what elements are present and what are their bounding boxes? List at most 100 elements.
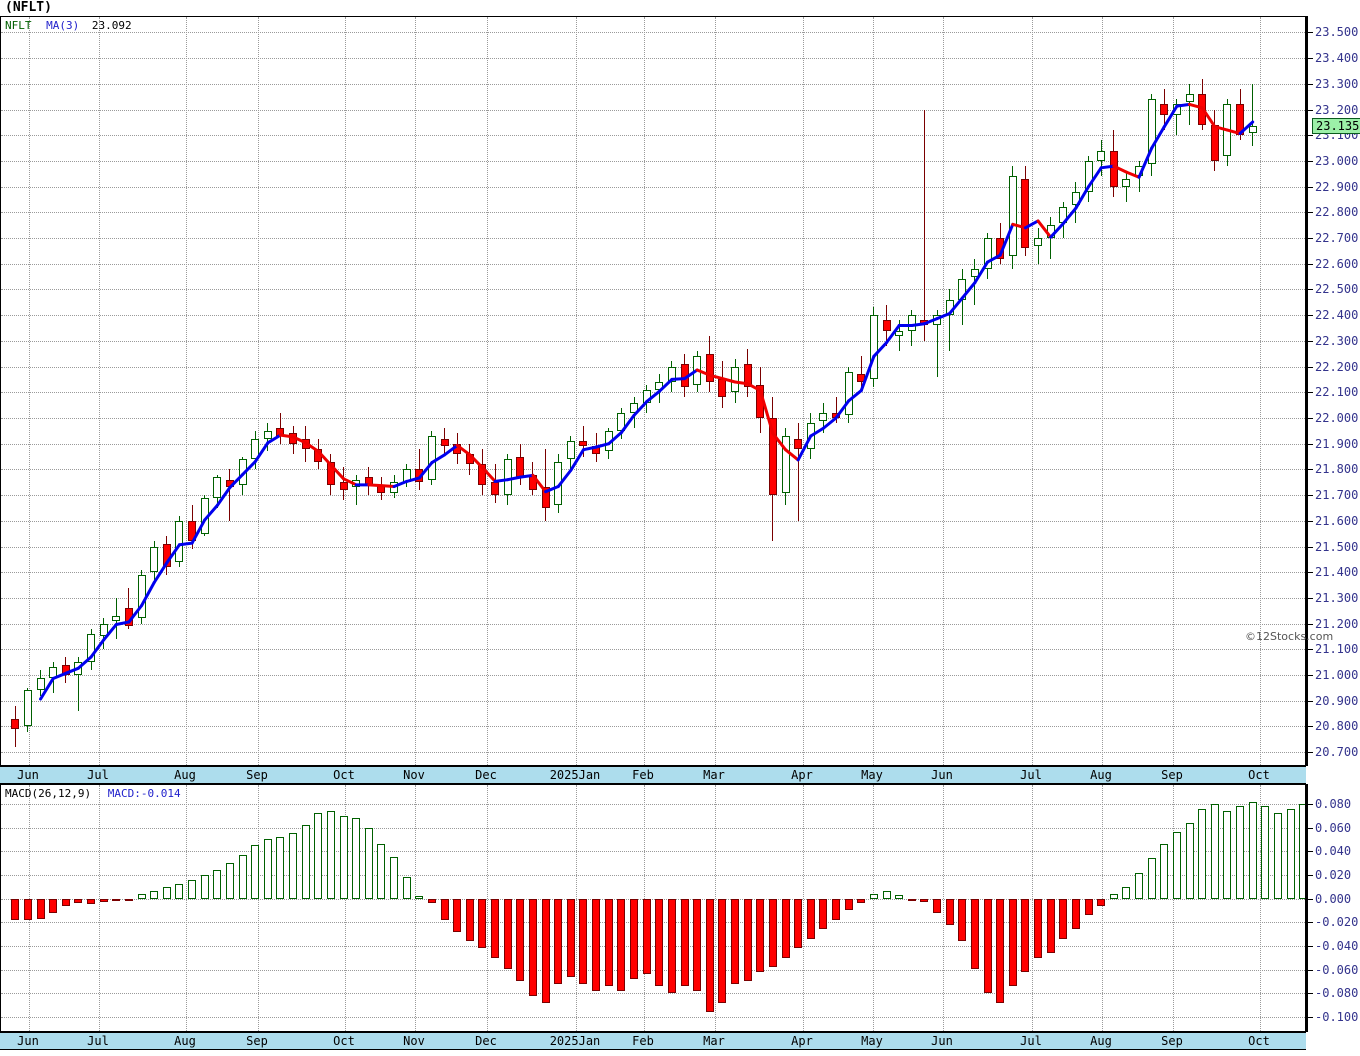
candlestick[interactable] [1109, 150, 1118, 187]
candlestick[interactable] [680, 364, 689, 388]
macd-histogram-bar[interactable] [655, 898, 664, 987]
macd-histogram-bar[interactable] [630, 898, 638, 979]
macd-histogram-bar[interactable] [478, 898, 487, 949]
candlestick[interactable] [263, 430, 272, 439]
macd-chart-panel[interactable]: MACD(26,12,9) MACD:-0.014 [0, 784, 1306, 1032]
macd-histogram-bar[interactable] [680, 898, 689, 987]
candlestick[interactable] [832, 412, 841, 418]
macd-histogram-bar[interactable] [465, 898, 474, 942]
candlestick[interactable] [1172, 104, 1181, 115]
candlestick[interactable] [1236, 104, 1245, 136]
candlestick[interactable] [1021, 178, 1030, 249]
macd-histogram-bar[interactable] [731, 898, 739, 984]
macd-histogram-bar[interactable] [1071, 898, 1080, 930]
macd-histogram-bar[interactable] [23, 898, 32, 920]
macd-histogram-bar[interactable] [1223, 811, 1232, 899]
candlestick[interactable] [289, 433, 298, 444]
candlestick[interactable] [781, 435, 790, 493]
candlestick[interactable] [933, 315, 942, 326]
candlestick[interactable] [907, 315, 916, 331]
candlestick[interactable] [1084, 160, 1093, 192]
candlestick[interactable] [225, 479, 234, 488]
macd-histogram-bar[interactable] [87, 898, 96, 905]
candlestick[interactable] [503, 459, 512, 496]
macd-histogram-bar[interactable] [617, 898, 626, 991]
macd-histogram-bar[interactable] [326, 811, 335, 899]
macd-histogram-bar[interactable] [604, 898, 613, 987]
candlestick[interactable] [604, 430, 613, 452]
macd-histogram-bar[interactable] [390, 857, 399, 899]
candlestick[interactable] [554, 461, 563, 506]
macd-histogram-bar[interactable] [1135, 872, 1144, 899]
macd-histogram-bar[interactable] [1097, 898, 1106, 906]
candlestick[interactable] [819, 412, 828, 421]
macd-plot-area[interactable] [1, 785, 1305, 1031]
candlestick[interactable] [592, 446, 601, 454]
candlestick[interactable] [238, 459, 247, 485]
macd-histogram-bar[interactable] [1172, 832, 1181, 899]
macd-histogram-bar[interactable] [377, 844, 386, 899]
macd-histogram-bar[interactable] [74, 898, 83, 904]
candlestick[interactable] [718, 379, 727, 398]
macd-histogram-bar[interactable] [756, 898, 765, 972]
macd-histogram-bar[interactable] [1286, 808, 1295, 899]
macd-histogram-bar[interactable] [566, 898, 575, 977]
macd-histogram-bar[interactable] [983, 898, 992, 994]
macd-histogram-bar[interactable] [642, 898, 651, 975]
candlestick[interactable] [958, 279, 967, 300]
candlestick[interactable] [1059, 207, 1068, 223]
candlestick[interactable] [465, 453, 474, 465]
candlestick[interactable] [1160, 104, 1169, 115]
candlestick[interactable] [427, 435, 436, 480]
candlestick[interactable] [869, 315, 878, 380]
candlestick[interactable] [1008, 176, 1017, 257]
macd-histogram-bar[interactable] [1122, 886, 1131, 899]
macd-histogram-bar[interactable] [806, 898, 815, 939]
candlestick[interactable] [857, 374, 866, 382]
price-plot-area[interactable] [1, 17, 1305, 765]
macd-histogram-bar[interactable] [112, 898, 121, 901]
candlestick[interactable] [339, 482, 348, 490]
candlestick[interactable] [1097, 150, 1106, 161]
macd-histogram-bar[interactable] [958, 898, 967, 942]
candlestick[interactable] [74, 662, 83, 676]
macd-histogram-bar[interactable] [1185, 822, 1194, 899]
macd-histogram-bar[interactable] [263, 839, 272, 899]
macd-histogram-bar[interactable] [882, 891, 891, 899]
candlestick[interactable] [970, 268, 979, 277]
candlestick[interactable] [36, 677, 45, 691]
macd-histogram-bar[interactable] [1021, 898, 1030, 972]
macd-histogram-bar[interactable] [1198, 808, 1207, 899]
macd-histogram-bar[interactable] [592, 898, 601, 991]
macd-histogram-bar[interactable] [528, 898, 537, 996]
candlestick[interactable] [1046, 225, 1055, 239]
macd-histogram-bar[interactable] [137, 893, 146, 899]
candlestick[interactable] [882, 320, 891, 331]
macd-histogram-bar[interactable] [869, 893, 878, 899]
macd-histogram-bar[interactable] [251, 845, 260, 899]
candlestick[interactable] [983, 238, 992, 269]
candlestick[interactable] [61, 664, 70, 676]
macd-histogram-bar[interactable] [491, 898, 500, 958]
macd-histogram-bar[interactable] [1034, 898, 1043, 958]
macd-histogram-bar[interactable] [61, 898, 70, 906]
candlestick[interactable] [491, 482, 500, 496]
candlestick[interactable] [1034, 238, 1043, 246]
macd-histogram-bar[interactable] [352, 818, 361, 899]
candlestick[interactable] [364, 477, 373, 485]
macd-histogram-bar[interactable] [314, 813, 323, 899]
macd-histogram-bar[interactable] [1236, 806, 1245, 899]
candlestick[interactable] [731, 366, 739, 393]
candlestick[interactable] [251, 438, 260, 460]
candlestick[interactable] [402, 469, 411, 483]
candlestick[interactable] [844, 371, 853, 416]
macd-histogram-bar[interactable] [554, 898, 563, 984]
candlestick[interactable] [326, 461, 335, 485]
candlestick[interactable] [175, 520, 184, 562]
candlestick[interactable] [655, 382, 664, 390]
candlestick[interactable] [301, 438, 310, 449]
macd-histogram-bar[interactable] [1084, 898, 1093, 916]
macd-histogram-bar[interactable] [781, 898, 790, 958]
candlestick[interactable] [188, 520, 197, 542]
macd-histogram-bar[interactable] [832, 898, 841, 920]
